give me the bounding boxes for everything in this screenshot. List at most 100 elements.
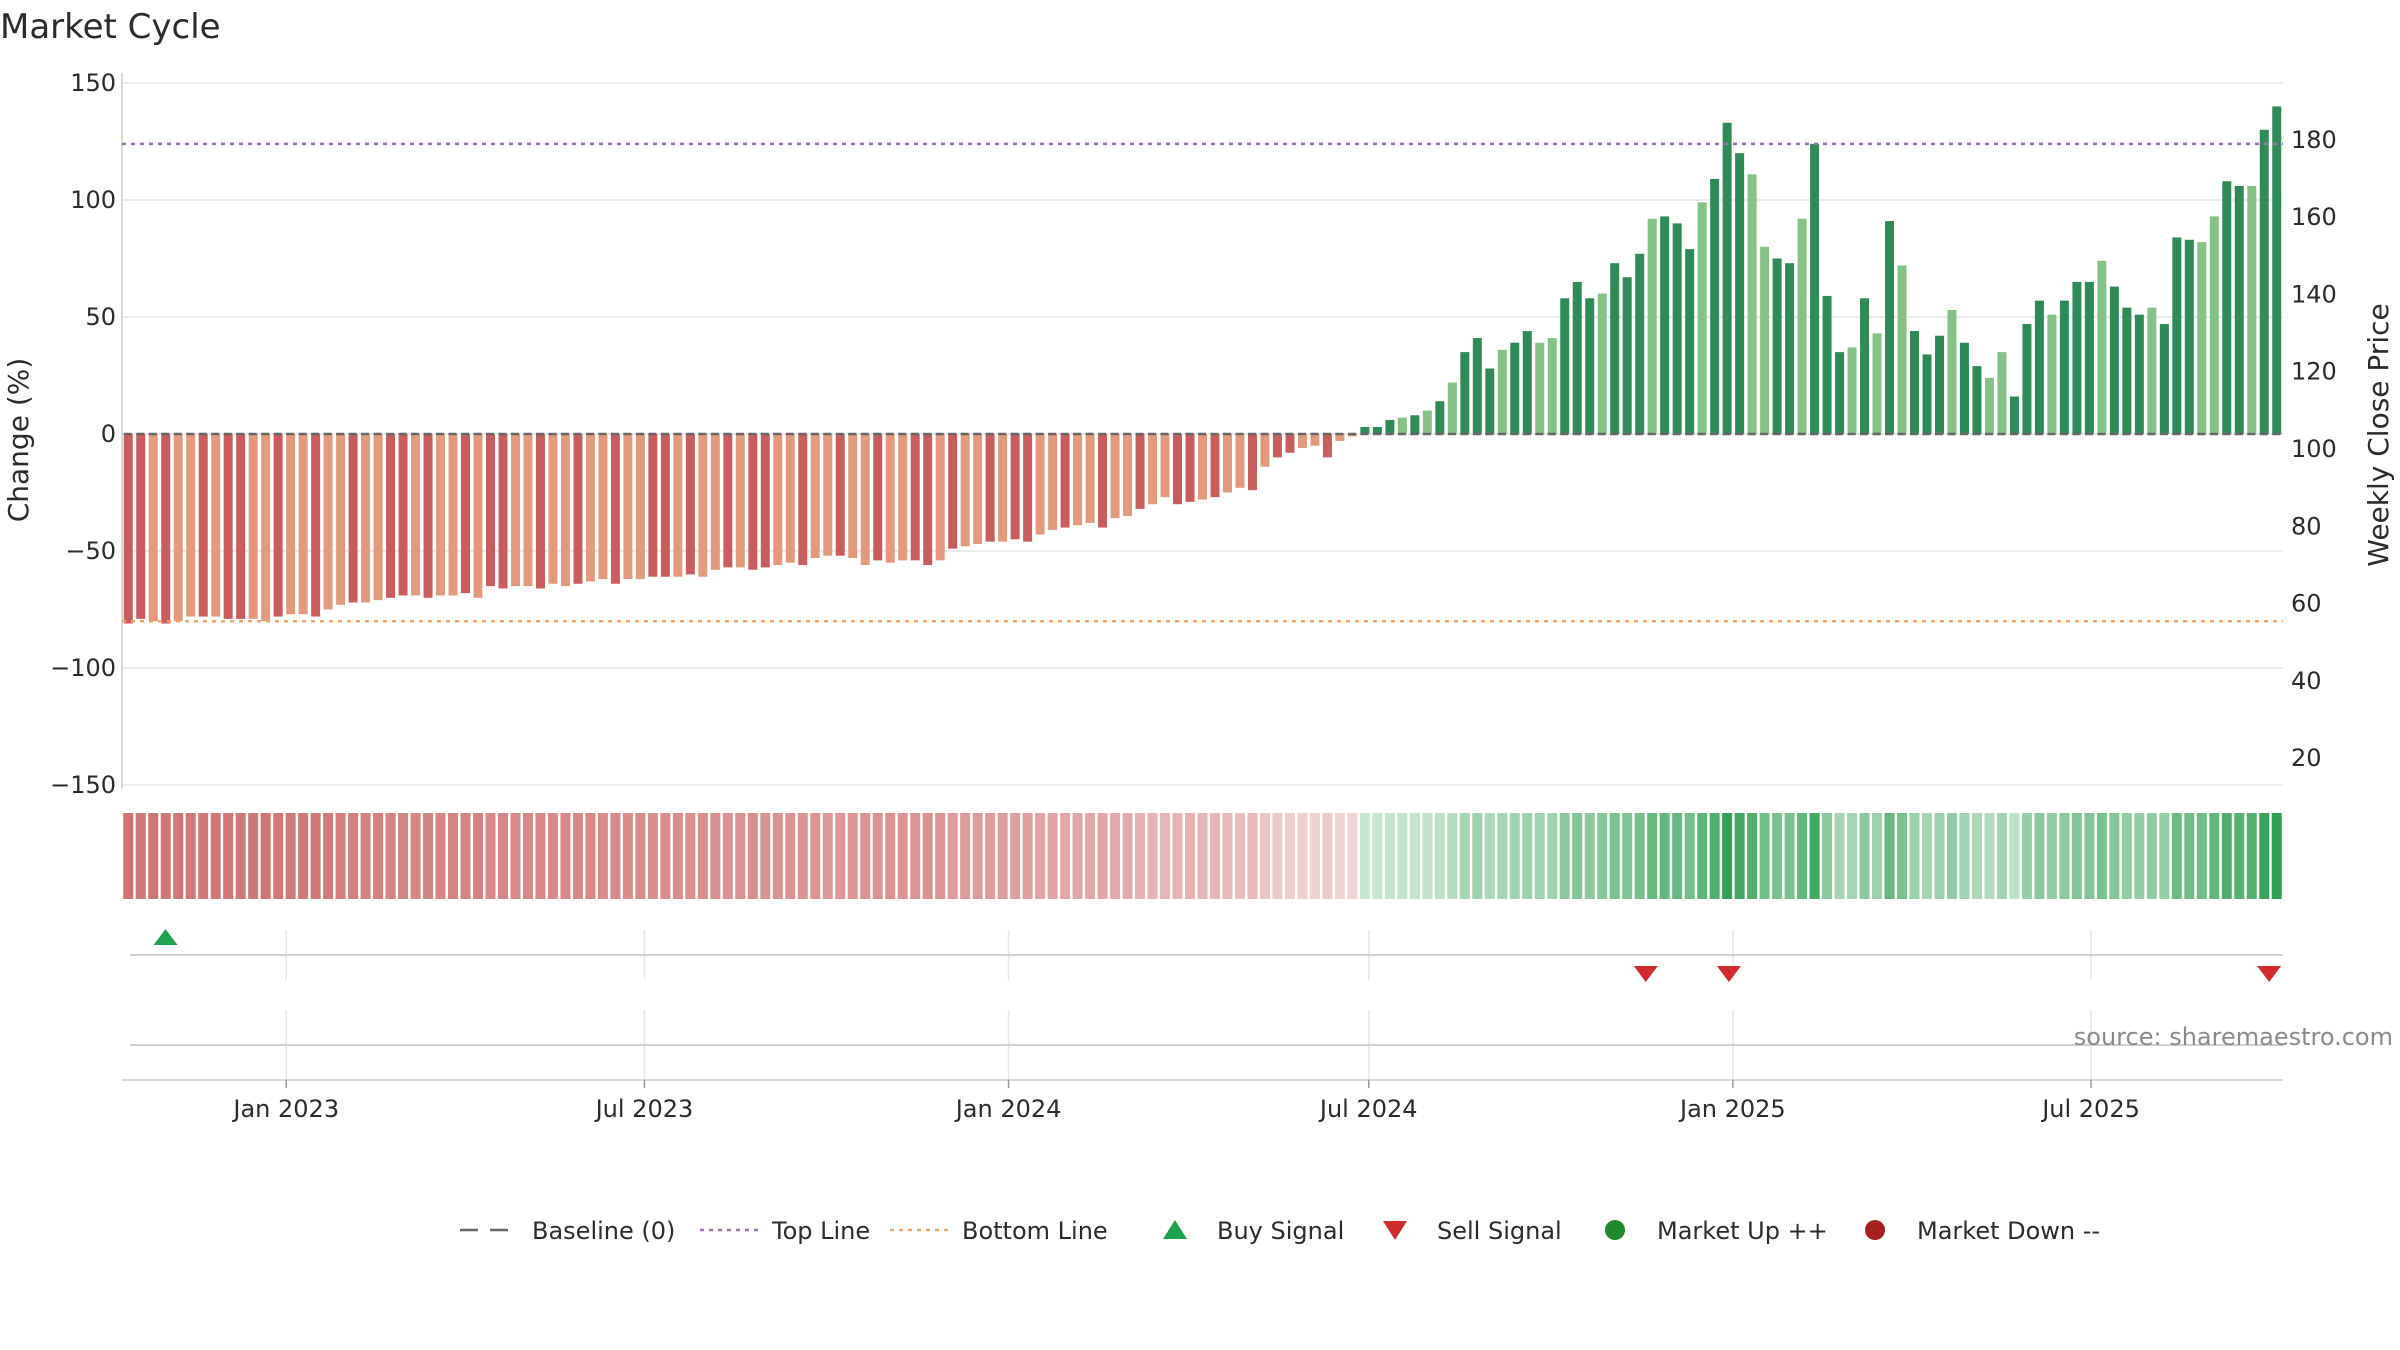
heat-cell — [2234, 813, 2245, 899]
change-bar — [1897, 265, 1907, 434]
heat-cell — [1197, 813, 1208, 899]
change-bar — [1397, 417, 1407, 434]
change-bar — [223, 434, 233, 619]
heat-cell — [185, 813, 196, 899]
heat-cell — [1172, 813, 1183, 899]
heat-cell — [1547, 813, 1558, 899]
change-bar — [2159, 324, 2169, 434]
heat-cell — [1996, 813, 2007, 899]
heat-cell — [2021, 813, 2032, 899]
heat-cell — [285, 813, 296, 899]
y2-tick-label: 160 — [2291, 203, 2337, 231]
heat-cell — [885, 813, 896, 899]
legend-item: Baseline (0) — [460, 1217, 675, 1245]
change-bar — [1485, 368, 1495, 434]
change-bar — [985, 434, 995, 542]
change-bar — [1260, 434, 1270, 467]
change-bar — [448, 434, 458, 596]
change-bar — [1385, 419, 1395, 434]
heat-cell — [373, 813, 384, 899]
change-bar — [1697, 202, 1707, 434]
change-bar — [1285, 434, 1295, 453]
change-bar — [860, 434, 870, 566]
heat-cell — [547, 813, 558, 899]
heat-cell — [710, 813, 721, 899]
heat-cell — [1834, 813, 1845, 899]
change-bar — [910, 434, 920, 561]
change-bar — [535, 434, 545, 589]
heat-cell — [2121, 813, 2132, 899]
change-bar — [1060, 434, 1070, 528]
y2-tick-label: 80 — [2291, 512, 2322, 540]
heat-cell — [2196, 813, 2207, 899]
heat-cell — [1971, 813, 1982, 899]
heat-cell — [1734, 813, 1745, 899]
heat-cell — [1085, 813, 1096, 899]
y2-tick-label: 100 — [2291, 435, 2337, 463]
change-bar — [1722, 122, 1732, 434]
change-bar — [798, 434, 808, 566]
x-tick-label: Jan 2025 — [1678, 1095, 1786, 1123]
heat-cell — [1447, 813, 1458, 899]
heat-cell — [860, 813, 871, 899]
change-bar — [1510, 342, 1520, 434]
change-bar — [198, 434, 208, 617]
change-bar — [560, 434, 570, 587]
legend-label: Market Down -- — [1917, 1217, 2100, 1245]
change-bar — [1672, 223, 1682, 434]
change-bar — [2097, 260, 2107, 434]
heat-cell — [485, 813, 496, 899]
heat-cell — [1422, 813, 1433, 899]
change-bar — [2209, 216, 2219, 434]
change-bar — [1222, 434, 1232, 493]
heat-cell — [1259, 813, 1270, 899]
change-bar — [998, 434, 1008, 542]
change-bar — [2147, 307, 2157, 434]
heat-cell — [148, 813, 159, 899]
heat-cell — [685, 813, 696, 899]
heat-cell — [1135, 813, 1146, 899]
change-bar — [1747, 174, 1757, 434]
change-bar — [1585, 298, 1595, 434]
heat-cell — [1609, 813, 1620, 899]
heat-cell — [1434, 813, 1445, 899]
change-bar — [1372, 426, 1382, 434]
heat-cell — [1809, 813, 1820, 899]
heat-strip — [123, 813, 2282, 899]
heat-cell — [822, 813, 833, 899]
heat-cell — [2209, 813, 2220, 899]
change-bar — [748, 434, 758, 570]
heat-cell — [1934, 813, 1945, 899]
legend: Baseline (0) Top Line Bottom Line Buy Signa… — [460, 1217, 2100, 1245]
change-bar — [398, 434, 408, 596]
change-bar — [823, 434, 833, 556]
heat-cell — [210, 813, 221, 899]
change-bar — [411, 434, 421, 596]
heat-cell — [1759, 813, 1770, 899]
heat-cell — [2221, 813, 2232, 899]
change-bar — [1422, 410, 1432, 434]
change-bar — [498, 434, 508, 589]
legend-label: Top Line — [771, 1217, 870, 1245]
heat-cell — [1010, 813, 1021, 899]
change-bar — [248, 434, 258, 619]
heat-cell — [785, 813, 796, 899]
change-bar — [760, 434, 770, 568]
heat-cell — [2171, 813, 2182, 899]
change-bar — [2034, 300, 2044, 434]
heat-cell — [1784, 813, 1795, 899]
change-bar — [1972, 366, 1982, 434]
heat-cell — [2184, 813, 2195, 899]
change-bar — [2022, 324, 2032, 434]
heat-cell — [610, 813, 621, 899]
heat-cell — [1534, 813, 1545, 899]
heat-cell — [1672, 813, 1683, 899]
heat-cell — [1634, 813, 1645, 899]
change-bar — [2109, 286, 2119, 434]
heat-cell — [1147, 813, 1158, 899]
heat-cell — [1897, 813, 1908, 899]
heat-cell — [1472, 813, 1483, 899]
heat-cell — [747, 813, 758, 899]
legend-item: Buy Signal — [1163, 1217, 1344, 1245]
